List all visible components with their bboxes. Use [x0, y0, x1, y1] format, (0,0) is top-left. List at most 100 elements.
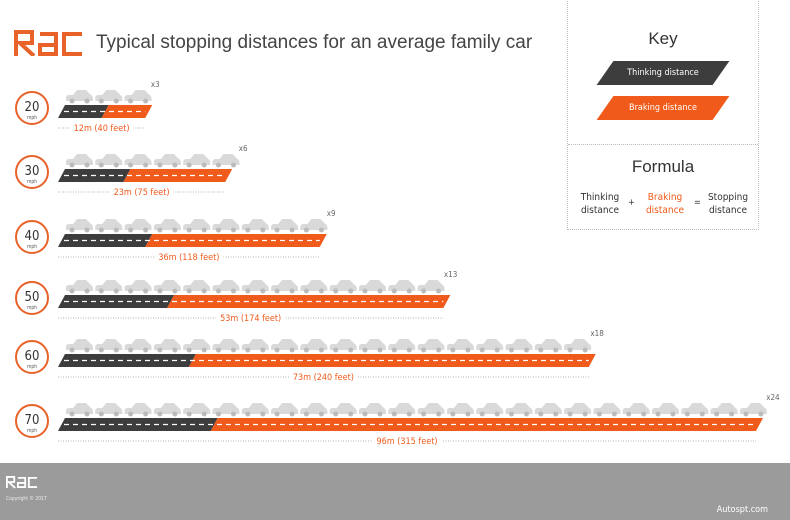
- car-icon: [476, 403, 504, 417]
- divider: [568, 144, 758, 145]
- speed-value: 50: [25, 290, 40, 305]
- car-icon: [271, 339, 299, 353]
- total-distance-label: 96m (315 feet): [376, 437, 437, 447]
- total-distance-label: 12m (40 feet): [74, 124, 130, 134]
- total-distance-label: 23m (75 feet): [114, 188, 170, 198]
- car-icon: [388, 339, 416, 353]
- car-icon: [183, 339, 211, 353]
- car-icon: [300, 403, 328, 417]
- car-icon: [183, 280, 211, 294]
- formula-thinking: Thinking distance: [580, 192, 620, 216]
- car-icon: [66, 280, 93, 294]
- car-icon: [124, 90, 152, 104]
- car-icon: [66, 403, 93, 417]
- car-icon: [446, 403, 474, 417]
- car-icon: [95, 339, 123, 353]
- car-icon: [183, 403, 211, 417]
- car-icon: [534, 403, 562, 417]
- car-length-count: x6: [239, 144, 248, 153]
- speed-badge: [15, 281, 49, 315]
- car-icon: [359, 339, 386, 353]
- speed-value: 40: [25, 229, 40, 244]
- car-icon: [183, 154, 211, 168]
- speed-unit: mph: [27, 428, 37, 434]
- car-icon: [505, 339, 533, 353]
- car-icon: [241, 219, 269, 233]
- legend-thinking-label: Thinking distance: [627, 68, 699, 78]
- car-length-count: x9: [327, 209, 336, 218]
- car-icon: [95, 154, 123, 168]
- legend-braking-label: Braking distance: [629, 103, 697, 113]
- car-icon: [95, 403, 123, 417]
- total-distance-label: 53m (174 feet): [220, 314, 281, 324]
- car-icon: [329, 280, 357, 294]
- car-icon: [212, 219, 240, 233]
- car-icon: [593, 403, 621, 417]
- speed-value: 70: [25, 413, 40, 428]
- car-icon: [212, 339, 240, 353]
- speed-value: 60: [25, 349, 40, 364]
- footer: Copyright © 2017 Autospt.com: [0, 463, 790, 520]
- total-distance-label: 73m (240 feet): [293, 373, 354, 383]
- car-icon: [329, 339, 357, 353]
- car-icon: [359, 280, 386, 294]
- car-icon: [300, 339, 328, 353]
- braking-bar: [123, 169, 233, 182]
- car-icon: [564, 403, 592, 417]
- car-length-count: x13: [444, 270, 457, 279]
- formula-title: Formula: [631, 157, 695, 176]
- car-icon: [622, 403, 650, 417]
- formula-stopping: Stopping distance: [707, 192, 749, 216]
- car-icon: [388, 403, 416, 417]
- car-icon: [300, 280, 328, 294]
- car-icon: [153, 403, 181, 417]
- speed-unit: mph: [27, 364, 37, 370]
- car-icon: [681, 403, 709, 417]
- car-icon: [388, 280, 416, 294]
- car-icon: [300, 219, 328, 233]
- car-icon: [329, 403, 357, 417]
- car-icon: [124, 339, 152, 353]
- car-icon: [359, 403, 386, 417]
- car-icon: [212, 154, 240, 168]
- car-icon: [66, 339, 93, 353]
- car-icon: [271, 280, 299, 294]
- car-icon: [417, 280, 445, 294]
- page-title: Typical stopping distances for an averag…: [96, 32, 533, 53]
- speed-badge: [15, 91, 49, 125]
- car-icon: [241, 280, 269, 294]
- car-icon: [95, 219, 123, 233]
- car-icon: [271, 219, 299, 233]
- key-panel: Key Thinking distance Braking distance F…: [567, 0, 759, 230]
- car-icon: [95, 280, 123, 294]
- car-length-count: x3: [151, 80, 160, 89]
- formula-braking: Braking distance: [645, 192, 685, 216]
- key-title: Key: [648, 29, 678, 48]
- speed-badge: [15, 220, 49, 254]
- thinking-bar: [58, 234, 153, 247]
- thinking-bar: [58, 354, 196, 367]
- car-icon: [66, 219, 93, 233]
- car-icon: [505, 403, 533, 417]
- legend-braking: Braking distance: [596, 96, 730, 120]
- rac-logo: [14, 30, 82, 56]
- copyright: Copyright © 2017: [6, 496, 47, 502]
- site-credit: Autospt.com: [716, 505, 768, 515]
- car-icon: [212, 403, 240, 417]
- car-icon: [66, 154, 93, 168]
- car-icon: [183, 219, 211, 233]
- speed-unit: mph: [27, 115, 37, 121]
- speed-badge: [15, 404, 49, 438]
- speed-badge: [15, 340, 49, 374]
- speed-unit: mph: [27, 305, 37, 311]
- car-icon: [212, 280, 240, 294]
- car-icon: [124, 280, 152, 294]
- car-icon: [739, 403, 767, 417]
- car-icon: [710, 403, 738, 417]
- speed-unit: mph: [27, 244, 37, 250]
- car-icon: [124, 154, 152, 168]
